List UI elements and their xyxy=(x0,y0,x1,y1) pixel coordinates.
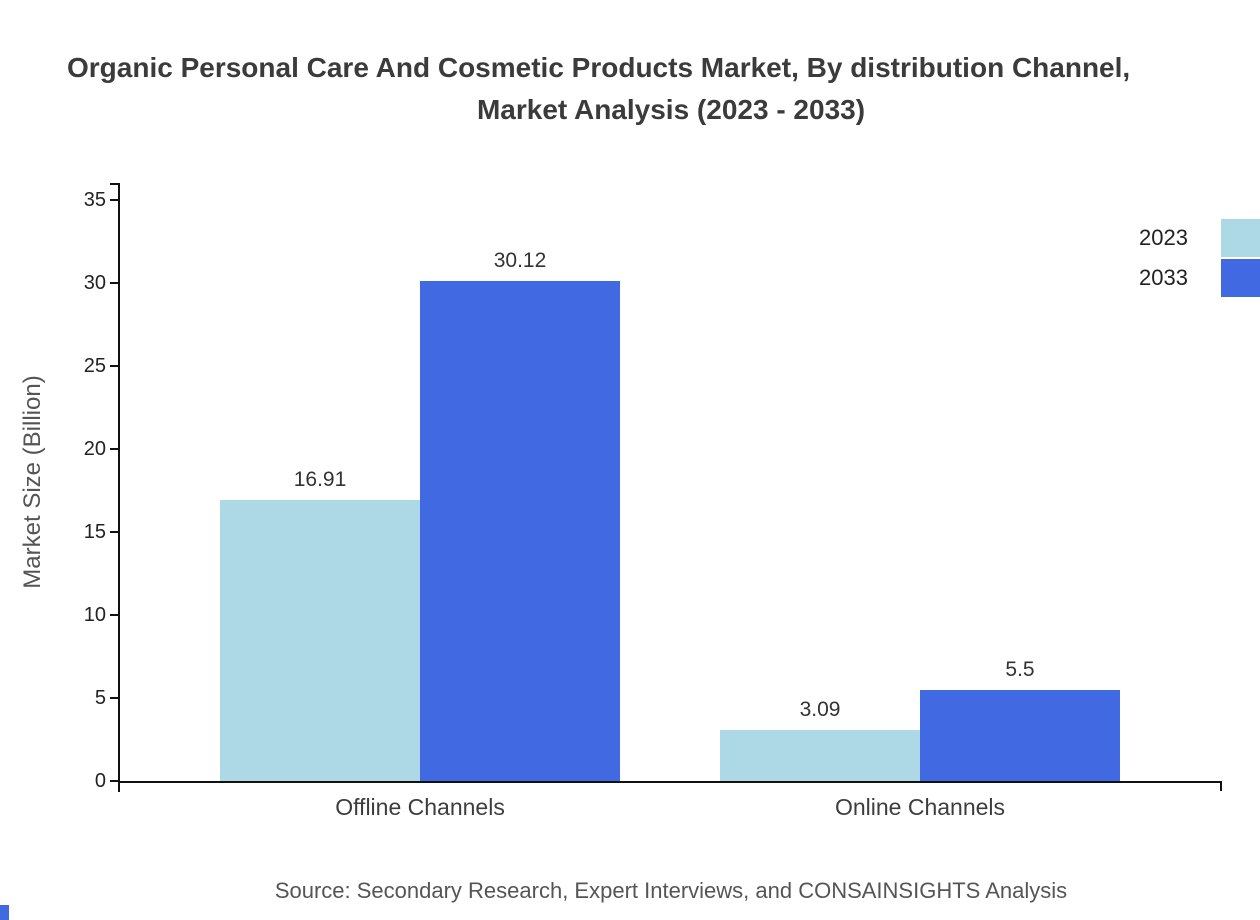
legend-label: 2033 xyxy=(1139,265,1188,290)
legend-row: 2033 xyxy=(1139,258,1260,298)
legend-swatch xyxy=(1221,259,1260,297)
y-tick xyxy=(110,697,120,699)
y-tick xyxy=(110,531,120,533)
y-axis-cap-tick xyxy=(110,183,120,185)
y-tick-label: 25 xyxy=(83,355,106,377)
x-axis-right-end-tick xyxy=(1220,781,1222,791)
x-axis-left-end-tick xyxy=(118,781,120,791)
bar-value-label: 3.09 xyxy=(799,697,841,721)
legend-swatch xyxy=(1221,219,1260,257)
y-tick-label: 10 xyxy=(83,604,106,626)
y-tick xyxy=(110,365,120,367)
bar-2023-offline-channels xyxy=(220,500,420,781)
y-tick xyxy=(110,282,120,284)
source-attribution: Source: Secondary Research, Expert Inter… xyxy=(274,878,1068,903)
chart-title-line-2: Market Analysis (2023 - 2033) xyxy=(476,94,866,125)
corner-mark xyxy=(0,905,9,920)
bar-2033-offline-channels xyxy=(420,281,620,781)
bar-2023-online-channels xyxy=(720,729,920,781)
y-axis-line xyxy=(118,183,120,792)
bar-value-label: 16.91 xyxy=(293,468,347,492)
y-tick-label: 15 xyxy=(83,521,106,543)
legend-row: 2023 xyxy=(1139,218,1260,258)
bar-value-label: 5.5 xyxy=(1005,657,1035,681)
bar-2033-online-channels xyxy=(920,689,1120,781)
chart-title-line-1: Organic Personal Care And Cosmetic Produ… xyxy=(67,52,1131,83)
x-category-label: Online Channels xyxy=(834,794,1006,820)
y-tick xyxy=(110,448,120,450)
x-axis-line xyxy=(118,781,1222,783)
y-tick xyxy=(110,199,120,201)
x-category-label: Offline Channels xyxy=(335,794,505,820)
legend-label: 2023 xyxy=(1139,225,1188,250)
bar-value-label: 30.12 xyxy=(493,249,547,272)
y-tick xyxy=(110,614,120,616)
y-tick-label: 0 xyxy=(94,770,106,792)
y-tick xyxy=(110,780,120,782)
legend: 2023 2033 xyxy=(1139,218,1260,298)
y-axis-title: Market Size (Billion) xyxy=(19,375,46,589)
y-tick-label: 20 xyxy=(83,438,106,460)
y-tick-label: 35 xyxy=(83,189,106,211)
y-tick-label: 5 xyxy=(94,687,106,709)
y-tick-label: 30 xyxy=(83,272,106,294)
